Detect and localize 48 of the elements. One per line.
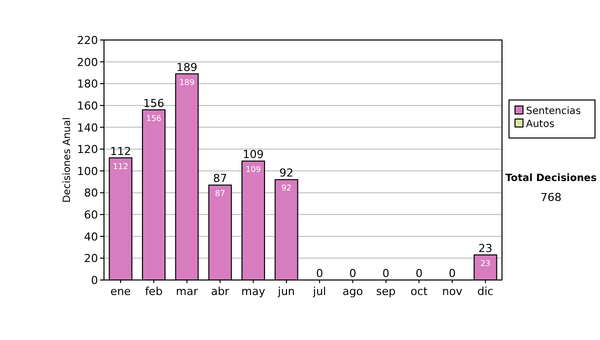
total-label: 0 xyxy=(316,267,324,280)
x-tick-label: oct xyxy=(410,285,428,298)
x-tick-label: jun xyxy=(276,285,295,298)
total-label: 0 xyxy=(382,267,390,280)
x-tick-label: abr xyxy=(210,285,230,298)
y-tick-label: 140 xyxy=(77,121,98,134)
y-tick-label: 0 xyxy=(91,274,98,287)
total-label: 87 xyxy=(213,172,228,186)
y-tick-label: 20 xyxy=(84,252,98,266)
y-tick-label: 40 xyxy=(84,230,98,244)
y-tick-label: 60 xyxy=(84,208,98,222)
x-tick-label: ene xyxy=(110,285,132,298)
total-label: 0 xyxy=(416,267,423,280)
x-tick-label: may xyxy=(241,285,266,298)
data-label: 87 xyxy=(214,189,226,198)
data-label: 23 xyxy=(480,258,491,268)
total-label: 109 xyxy=(242,148,264,162)
total-label: 189 xyxy=(176,60,198,74)
y-tick-label: 100 xyxy=(77,164,98,178)
total-label: 156 xyxy=(143,96,164,110)
total-label: 92 xyxy=(279,166,294,180)
data-label: 156 xyxy=(146,114,162,123)
x-tick-label: mar xyxy=(176,285,198,298)
y-tick-label: 120 xyxy=(77,143,98,156)
total-label: 0 xyxy=(349,267,356,280)
y-tick-label: 80 xyxy=(84,186,98,200)
x-tick-label: sep xyxy=(376,285,396,298)
x-tick-label: jul xyxy=(312,285,326,298)
data-label: 92 xyxy=(281,184,292,193)
x-tick-label: nov xyxy=(442,285,463,298)
data-label: 189 xyxy=(179,78,195,87)
legend-label: Sentencias xyxy=(526,106,581,117)
y-tick-label: 160 xyxy=(77,99,98,112)
x-tick-label: ago xyxy=(342,285,364,298)
text: Total Decisiones xyxy=(505,173,597,184)
legend-label: Autos xyxy=(526,119,554,130)
text: 768 xyxy=(540,191,562,204)
total-label: 0 xyxy=(448,267,456,280)
y-tick-label: 180 xyxy=(77,78,98,91)
x-tick-label: dic xyxy=(477,285,494,298)
x-tick-label: feb xyxy=(144,285,163,298)
y-tick-label: 200 xyxy=(77,56,98,69)
total-label: 23 xyxy=(478,242,492,255)
total-label: 112 xyxy=(110,144,132,158)
data-label: 112 xyxy=(112,162,128,171)
y-tick-label: 220 xyxy=(77,34,98,47)
y-axis-title: Decisiones Anual xyxy=(62,117,73,203)
data-label: 109 xyxy=(246,165,261,174)
